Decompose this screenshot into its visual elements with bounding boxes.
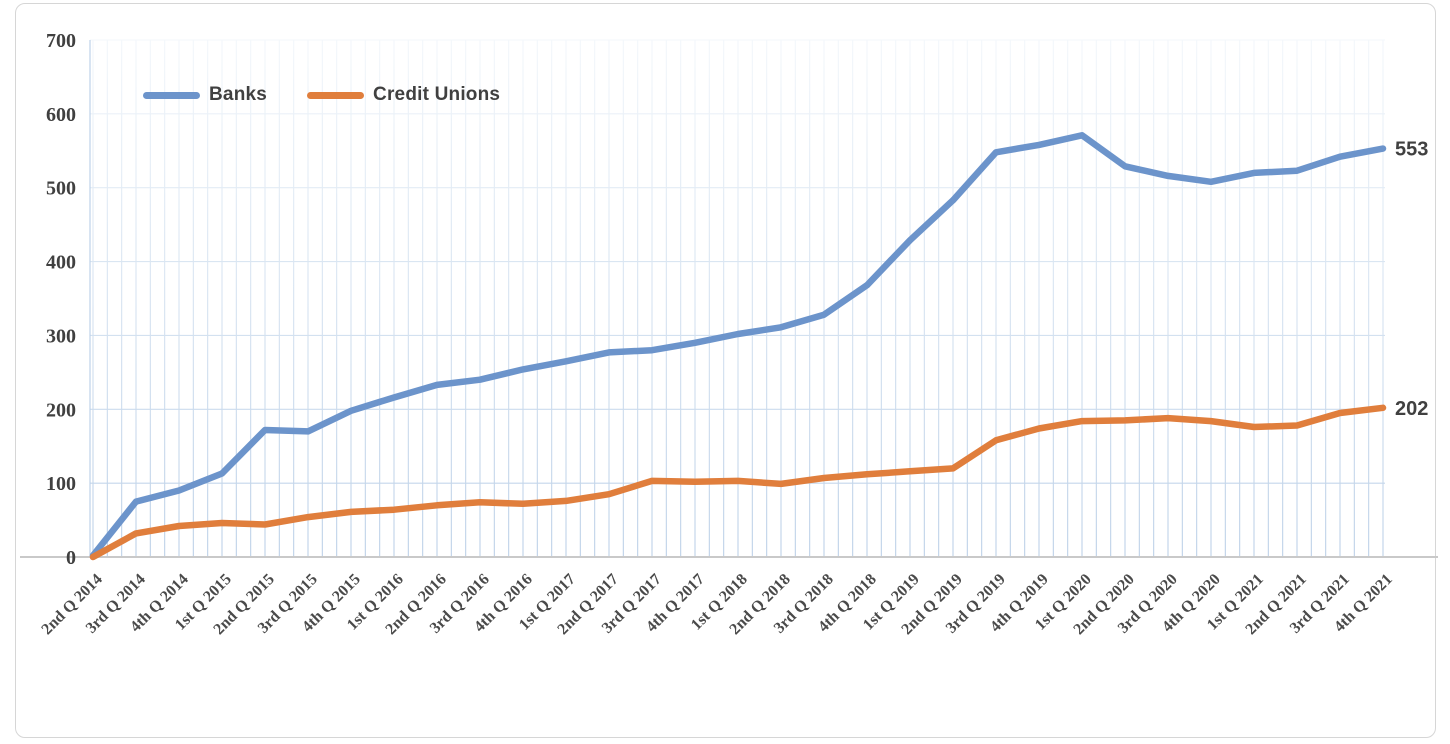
chart-frame [15, 3, 1436, 738]
legend-label-banks: Banks [209, 84, 268, 105]
y-tick-label: 0 [66, 547, 76, 569]
y-axis-tick-labels: 0 100 200 300 400 500 600 700 [46, 30, 76, 569]
y-tick-label: 300 [46, 325, 76, 347]
y-tick-label: 500 [46, 178, 76, 200]
y-tick-label: 700 [46, 30, 76, 52]
legend-item-banks[interactable]: Banks [143, 84, 267, 106]
legend-item-credit-unions[interactable]: Credit Unions [307, 84, 500, 106]
series-line-credit-unions [89, 404, 1387, 561]
end-value-label-banks: 553 [1395, 139, 1428, 161]
series-line-banks [89, 132, 1387, 559]
y-tick-label: 400 [46, 252, 76, 274]
legend-label-credit-unions: Credit Unions [373, 84, 501, 105]
banks-line-swatch [143, 91, 200, 99]
y-tick-label: 100 [46, 473, 76, 495]
legend: Banks Credit Unions [143, 84, 500, 106]
end-value-label-credit-unions: 202 [1395, 398, 1428, 420]
y-tick-label: 200 [46, 399, 76, 421]
credit-unions-line-swatch [307, 91, 365, 99]
y-tick-label: 600 [46, 104, 76, 126]
